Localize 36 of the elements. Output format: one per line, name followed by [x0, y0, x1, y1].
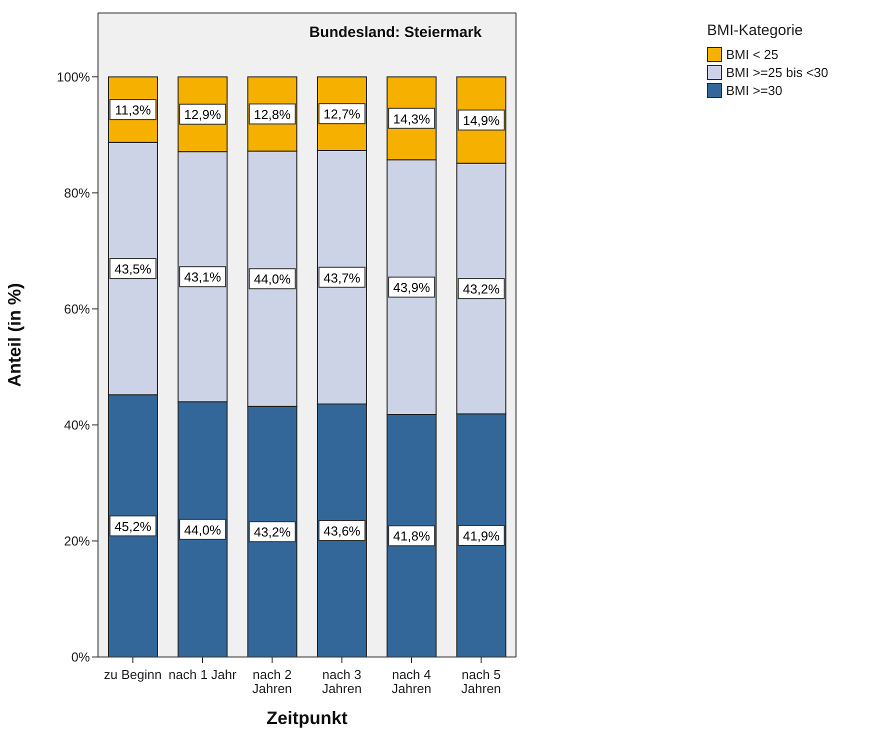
x-tick-label: nach 4 Jahren	[392, 667, 432, 696]
data-label: 43,6%	[324, 524, 361, 539]
y-tick-label: 40%	[64, 418, 90, 433]
data-label: 43,2%	[254, 524, 292, 540]
text: Bundesland: Steiermark	[308, 24, 483, 41]
data-label: 43,2%	[462, 282, 500, 297]
y-tick-label: 20%	[64, 534, 90, 549]
data-label: 11,3%	[114, 102, 152, 118]
data-label: 43,7%	[324, 270, 361, 286]
y-tick-label: 100%	[56, 69, 90, 84]
legend-label: BMI < 25	[726, 47, 778, 62]
x-tick-label: zu Beginn	[104, 667, 162, 682]
data-label: 44,0%	[254, 272, 292, 287]
x-tick-label: nach 5 Jahren	[461, 667, 502, 696]
legend-label: BMI >=30	[726, 83, 782, 98]
y-tick-label: 80%	[64, 185, 90, 200]
data-label: 41,8%	[393, 528, 430, 544]
data-label: 44,0%	[184, 522, 222, 538]
x-tick-label: nach 3 Jahren	[322, 667, 362, 696]
data-label: 41,9%	[462, 528, 500, 544]
data-label: 12,8%	[254, 106, 292, 122]
data-label: 12,9%	[184, 107, 222, 122]
data-label: 14,9%	[462, 113, 500, 128]
legend-label: BMI >=25 bis <30	[726, 65, 828, 80]
x-tick-label: nach 1 Jahr	[168, 667, 238, 682]
x-tick-label: nach 2 Jahren	[252, 667, 292, 696]
data-label: 43,9%	[393, 280, 430, 296]
y-tick-label: 0%	[71, 650, 90, 665]
data-label: 12,7%	[324, 106, 361, 122]
x-axis-title: Zeitpunkt	[266, 708, 348, 728]
y-tick-label: 60%	[64, 302, 90, 317]
data-label: 14,3%	[393, 111, 430, 126]
legend-title: BMI-Kategorie	[707, 22, 804, 39]
data-label: 43,1%	[184, 270, 222, 285]
data-label: 45,2%	[114, 518, 152, 534]
data-label: 43,5%	[114, 262, 152, 277]
